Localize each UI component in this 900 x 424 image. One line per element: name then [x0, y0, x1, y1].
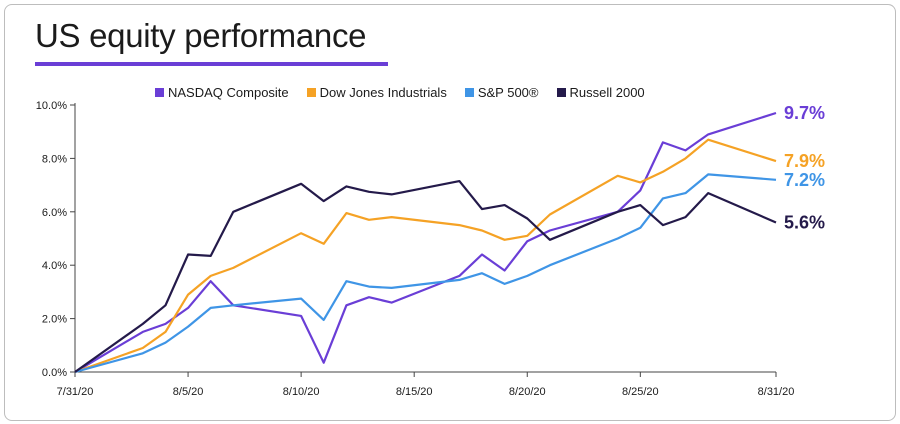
- series-line-russell: [74, 180, 777, 373]
- y-tick-label: 2.0%: [42, 314, 67, 326]
- end-label-nasdaq: 9.7%: [784, 103, 825, 123]
- y-tick-label: 8.0%: [42, 153, 67, 165]
- x-tick-label: 8/20/20: [509, 386, 546, 398]
- end-label-dow: 7.9%: [784, 151, 825, 171]
- legend-item-nasdaq: NASDAQ Composite: [155, 85, 289, 100]
- y-tick-label: 10.0%: [36, 100, 67, 112]
- legend-item-russell: Russell 2000: [556, 85, 645, 100]
- x-tick-label: 8/5/20: [173, 386, 204, 398]
- legend-label-russell: Russell 2000: [569, 85, 645, 100]
- y-tick-label: 6.0%: [42, 207, 67, 219]
- legend-swatch-dow: [306, 88, 316, 97]
- legend-label-dow: Dow Jones Industrials: [319, 85, 447, 100]
- legend-item-sp500: S&P 500®: [464, 85, 539, 100]
- series-line-dow: [74, 138, 777, 374]
- legend: NASDAQ Composite Dow Jones Industrials S…: [155, 85, 645, 100]
- legend-item-dow: Dow Jones Industrials: [306, 85, 447, 100]
- x-tick-label: 8/25/20: [622, 386, 659, 398]
- chart-plot: 0.0% 2.0% 4.0% 6.0% 8.0% 10.0% 7/31/20 8/5/20 8/…: [36, 100, 825, 398]
- legend-label-sp500: S&P 500®: [477, 85, 539, 100]
- x-tick-label: 8/15/20: [396, 386, 433, 398]
- legend-swatch-russell: [556, 88, 566, 97]
- chart-card: US equity performance NASDAQ Composite D…: [4, 4, 896, 421]
- x-tick-label: 8/31/20: [758, 386, 795, 398]
- end-label-russell: 5.6%: [784, 212, 825, 232]
- x-tick-label: 8/10/20: [283, 386, 320, 398]
- legend-label-nasdaq: NASDAQ Composite: [168, 85, 289, 100]
- x-tick-label: 7/31/20: [57, 386, 94, 398]
- end-label-sp500: 7.2%: [784, 170, 825, 190]
- series-line-nasdaq: [74, 111, 777, 373]
- chart-title: US equity performance: [35, 17, 367, 54]
- legend-swatch-nasdaq: [155, 88, 164, 97]
- series-line-sp500: [74, 173, 777, 374]
- y-tick-label: 0.0%: [42, 367, 67, 379]
- title-underline: [35, 62, 388, 66]
- legend-swatch-sp500: [464, 88, 474, 97]
- y-tick-label: 4.0%: [42, 260, 67, 272]
